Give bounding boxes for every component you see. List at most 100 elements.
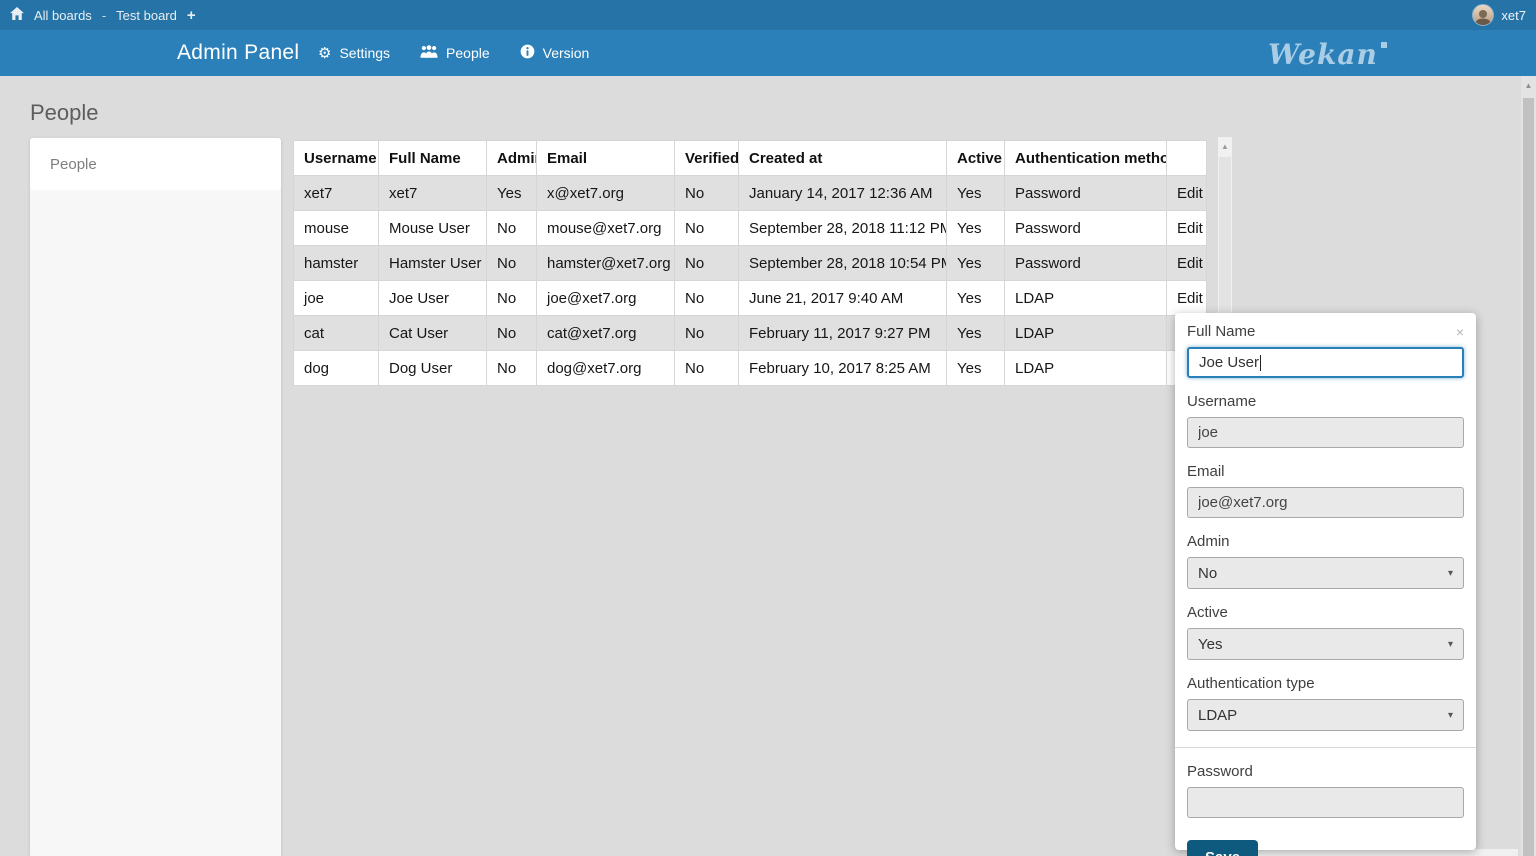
wekan-logo-text: Wekan xyxy=(1268,37,1378,71)
page-scrollbar-thumb[interactable] xyxy=(1523,98,1534,856)
edit-link[interactable]: Edit xyxy=(1166,175,1207,211)
cell-auth-method: LDAP xyxy=(1004,350,1167,386)
add-board-icon[interactable]: + xyxy=(186,6,196,24)
cell-admin: No xyxy=(486,350,537,386)
col-email: Email xyxy=(536,140,675,176)
breadcrumb: All boards - Test board + xyxy=(10,7,196,24)
scroll-up-icon[interactable]: ▲ xyxy=(1221,142,1229,151)
auth-type-select-value: LDAP xyxy=(1198,706,1238,724)
table-row: mouse Mouse User No mouse@xet7.org No Se… xyxy=(293,210,1207,246)
cell-created-at: September 28, 2018 10:54 PM xyxy=(738,245,947,281)
password-input[interactable] xyxy=(1187,787,1464,818)
full-name-input[interactable]: Joe User xyxy=(1187,347,1464,378)
gear-icon: ⚙ xyxy=(318,44,332,62)
popup-divider xyxy=(1175,747,1476,748)
cell-active: Yes xyxy=(946,245,1005,281)
chevron-down-icon: ▾ xyxy=(1447,709,1453,721)
cell-username: mouse xyxy=(293,210,379,246)
auth-type-label: Authentication type xyxy=(1187,675,1315,692)
active-select[interactable]: Yes ▾ xyxy=(1187,628,1464,660)
cell-admin: No xyxy=(486,210,537,246)
nav-people[interactable]: People xyxy=(420,45,490,61)
email-label: Email xyxy=(1187,463,1225,480)
cell-auth-method: LDAP xyxy=(1004,315,1167,351)
col-created-at: Created at xyxy=(738,140,947,176)
page-scrollbar[interactable]: ▲ xyxy=(1521,76,1536,856)
col-full-name: Full Name xyxy=(378,140,487,176)
cell-full-name: Hamster User xyxy=(378,245,487,281)
cell-active: Yes xyxy=(946,280,1005,316)
cell-created-at: February 10, 2017 8:25 AM xyxy=(738,350,947,386)
email-input xyxy=(1187,487,1464,518)
auth-type-select[interactable]: LDAP ▾ xyxy=(1187,699,1464,731)
cell-created-at: June 21, 2017 9:40 AM xyxy=(738,280,947,316)
admin-select[interactable]: No ▾ xyxy=(1187,557,1464,589)
full-name-label: Full Name xyxy=(1187,323,1256,340)
edit-link[interactable]: Edit xyxy=(1166,210,1207,246)
username-input xyxy=(1187,417,1464,448)
home-icon[interactable] xyxy=(10,7,24,23)
table-row: cat Cat User No cat@xet7.org No February… xyxy=(293,315,1207,351)
nav-people-label: People xyxy=(446,45,490,61)
col-auth-method: Authentication method xyxy=(1004,140,1167,176)
all-boards-link[interactable]: All boards xyxy=(34,7,92,23)
cell-email: x@xet7.org xyxy=(536,175,675,211)
cell-auth-method: LDAP xyxy=(1004,280,1167,316)
cell-active: Yes xyxy=(946,315,1005,351)
cell-active: Yes xyxy=(946,350,1005,386)
page-title: Admin Panel xyxy=(177,41,300,64)
chevron-down-icon: ▾ xyxy=(1447,567,1453,579)
cell-username: hamster xyxy=(293,245,379,281)
nav-version[interactable]: Version xyxy=(520,44,590,62)
username-label: Username xyxy=(1187,393,1257,410)
edit-link[interactable]: Edit xyxy=(1166,280,1207,316)
cell-auth-method: Password xyxy=(1004,175,1167,211)
cell-verified: No xyxy=(674,245,739,281)
cell-admin: No xyxy=(486,280,537,316)
col-verified: Verified xyxy=(674,140,739,176)
cell-active: Yes xyxy=(946,175,1005,211)
people-table: Username Full Name Admin Email Verified … xyxy=(293,140,1207,386)
section-heading: People xyxy=(30,100,99,125)
nav-version-label: Version xyxy=(542,45,590,61)
board-link[interactable]: Test board xyxy=(116,7,177,23)
save-button[interactable]: Save xyxy=(1187,840,1259,856)
cell-email: dog@xet7.org xyxy=(536,350,675,386)
cell-created-at: January 14, 2017 12:36 AM xyxy=(738,175,947,211)
table-header-row: Username Full Name Admin Email Verified … xyxy=(293,140,1207,176)
user-menu[interactable]: xet7 xyxy=(1472,4,1526,26)
cell-verified: No xyxy=(674,175,739,211)
scroll-up-icon[interactable]: ▲ xyxy=(1524,81,1533,90)
cell-full-name: xet7 xyxy=(378,175,487,211)
cell-full-name: Dog User xyxy=(378,350,487,386)
cell-email: mouse@xet7.org xyxy=(536,210,675,246)
edit-link[interactable]: Edit xyxy=(1166,245,1207,281)
cell-admin: Yes xyxy=(486,175,537,211)
cell-full-name: Cat User xyxy=(378,315,487,351)
nav-settings[interactable]: ⚙ Settings xyxy=(318,45,390,61)
edit-user-popup: × Full Name Joe User Username Email Admi… xyxy=(1175,313,1476,856)
cell-username: cat xyxy=(293,315,379,351)
cell-username: xet7 xyxy=(293,175,379,211)
cell-verified: No xyxy=(674,350,739,386)
cell-admin: No xyxy=(486,315,537,351)
info-icon xyxy=(520,44,535,62)
wekan-logo-dot xyxy=(1380,42,1387,48)
admin-select-value: No xyxy=(1198,564,1218,582)
avatar[interactable] xyxy=(1472,4,1495,26)
sidebar-item-people[interactable]: People xyxy=(30,138,281,190)
horizontal-scrollbar[interactable] xyxy=(1224,849,1518,856)
col-actions xyxy=(1166,140,1207,176)
table-row: joe Joe User No joe@xet7.org No June 21,… xyxy=(293,280,1207,316)
active-select-value: Yes xyxy=(1198,635,1223,653)
topbar-username: xet7 xyxy=(1501,7,1526,23)
col-admin: Admin xyxy=(486,140,537,176)
active-label: Active xyxy=(1187,604,1228,621)
close-icon[interactable]: × xyxy=(1455,324,1464,340)
cell-created-at: February 11, 2017 9:27 PM xyxy=(738,315,947,351)
col-active: Active xyxy=(946,140,1005,176)
cell-username: dog xyxy=(293,350,379,386)
cell-email: cat@xet7.org xyxy=(536,315,675,351)
table-row: dog Dog User No dog@xet7.org No February… xyxy=(293,350,1207,386)
